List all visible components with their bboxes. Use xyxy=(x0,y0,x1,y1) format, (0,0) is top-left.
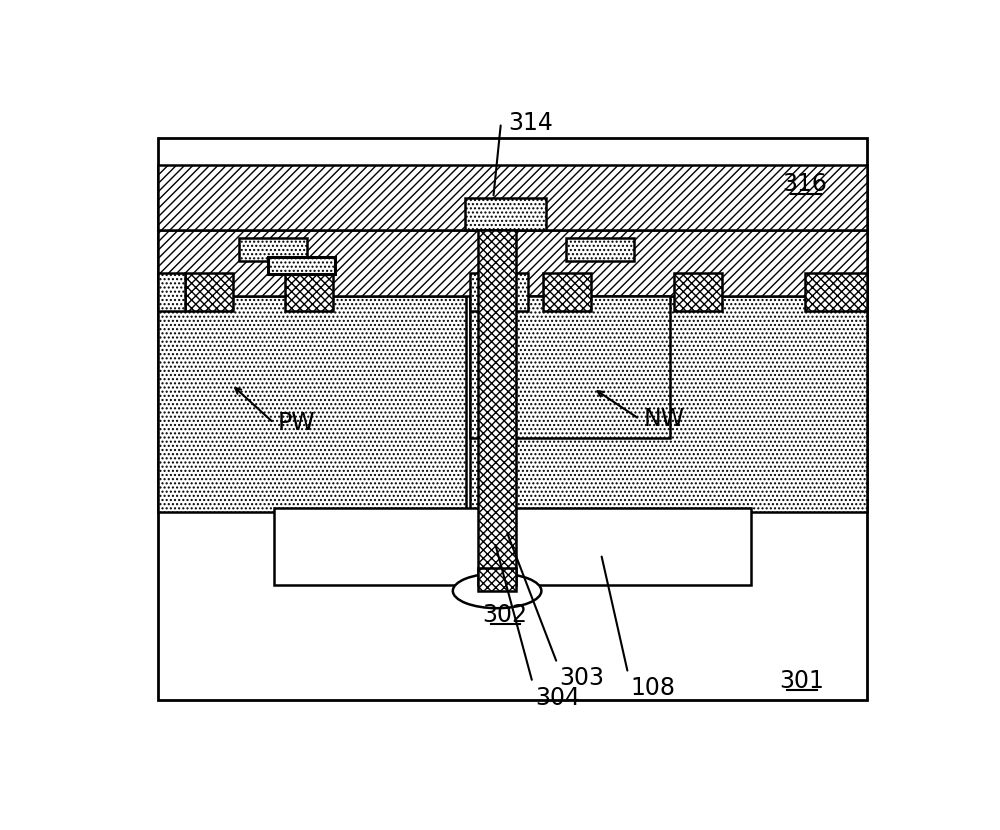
Text: 303: 303 xyxy=(559,666,604,691)
Text: 316: 316 xyxy=(783,173,828,197)
Bar xyxy=(158,273,185,311)
Bar xyxy=(566,238,634,261)
Bar xyxy=(478,231,516,584)
Bar xyxy=(285,273,333,311)
Bar xyxy=(674,273,722,311)
Text: PW: PW xyxy=(278,411,315,435)
Bar xyxy=(470,296,867,511)
Bar xyxy=(543,273,591,311)
Bar xyxy=(268,257,335,275)
Text: 314: 314 xyxy=(509,110,554,134)
Bar xyxy=(185,273,233,311)
Bar xyxy=(158,138,867,701)
Text: 302: 302 xyxy=(482,603,527,627)
Text: 304: 304 xyxy=(535,686,580,710)
Ellipse shape xyxy=(453,574,541,608)
Bar xyxy=(470,296,670,438)
Bar xyxy=(158,296,466,511)
Bar xyxy=(805,273,867,311)
Bar xyxy=(274,508,751,584)
Bar xyxy=(158,231,867,296)
Text: 108: 108 xyxy=(630,676,675,701)
Bar xyxy=(465,198,546,231)
Text: NW: NW xyxy=(643,408,685,431)
Bar xyxy=(478,568,516,591)
Bar xyxy=(470,273,528,311)
Text: 301: 301 xyxy=(779,669,824,693)
Bar xyxy=(239,238,307,261)
Bar xyxy=(158,165,867,231)
